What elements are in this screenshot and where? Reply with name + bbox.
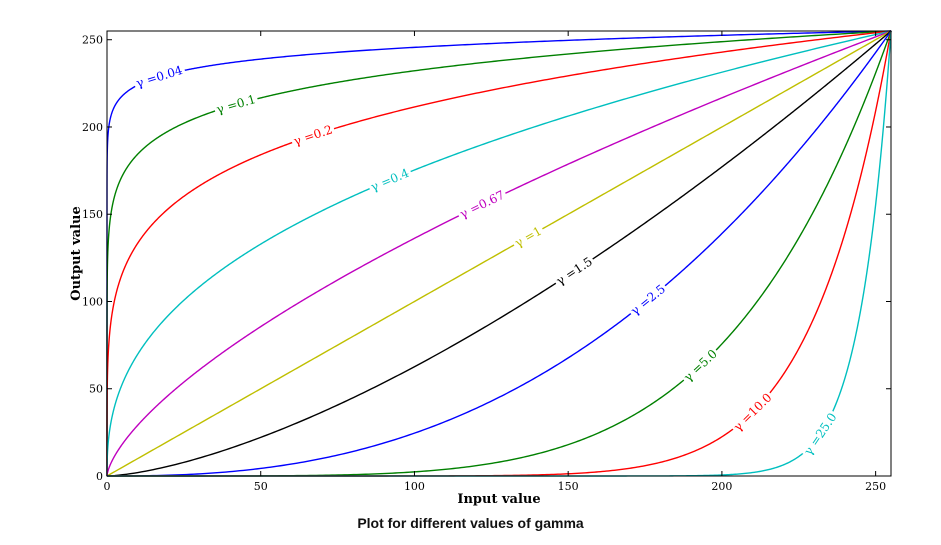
y-tick-label: 250 (82, 34, 103, 47)
curve-label-bg (799, 408, 841, 460)
x-tick-label: 250 (865, 480, 886, 493)
curve-label-gamma-2_5: γ =2.5 (628, 282, 668, 318)
curve-label-gamma-0_04: γ =0.04 (134, 63, 184, 90)
curve-gamma-2_5 (107, 30, 892, 477)
curve-gamma-5 (107, 30, 892, 477)
curve-label-bg (679, 345, 722, 386)
curve-label-bg (729, 389, 776, 436)
ticks-group: 0 50 100 150 200 250 0 50 100 150 200 250 (82, 31, 891, 493)
curve-label-bg (366, 164, 414, 195)
curve-label-bg (455, 186, 509, 223)
curve-label-gamma-1: γ =1 (512, 224, 544, 250)
curve-label-gamma-0_67: γ =0.67 (458, 188, 507, 221)
x-axis-label: Input value (457, 492, 540, 507)
curve-label-gamma-0_4: γ =0.4 (369, 166, 412, 195)
curve-gamma-0_67 (106, 30, 892, 477)
curve-label-bg (289, 121, 337, 149)
x-tick-label: 100 (404, 480, 425, 493)
x-tick-label: 150 (558, 480, 579, 493)
curve-label-bg (510, 222, 546, 252)
gamma-chart: γ =0.04 γ =0.1 γ =0.2 γ =0.4 γ =0.67γ =1 γ =1… (69, 30, 892, 507)
curve-label-gamma-10: γ =10.0 (731, 390, 775, 434)
curve-label-bg (132, 62, 187, 91)
curve-label-gamma-5: γ =5.0 (681, 347, 720, 385)
chart-caption: Plot for different values of gamma (357, 515, 584, 531)
curve-gamma-1 (106, 30, 892, 477)
curves-group (106, 30, 892, 477)
x-tick-label: 200 (711, 480, 732, 493)
curve-gamma-1_5 (106, 30, 892, 477)
curve-label-bg (552, 253, 597, 290)
y-tick-label: 0 (96, 470, 103, 483)
y-axis-label: Output value (69, 206, 84, 301)
curve-label-gamma-25: γ =25.0 (801, 410, 839, 457)
curve-gamma-0_2 (106, 30, 892, 476)
curve-label-gamma-1_5: γ =1.5 (554, 254, 595, 288)
curve-gamma-0_04 (106, 30, 892, 476)
curve-label-gamma-0_2: γ =0.2 (292, 122, 334, 148)
y-tick-label: 100 (82, 295, 103, 308)
y-tick-label: 50 (89, 383, 103, 396)
curve-label-bg (626, 280, 670, 320)
y-tick-label: 200 (82, 121, 103, 134)
plot-frame (106, 30, 892, 477)
y-tick-label: 150 (82, 208, 103, 221)
x-tick-label: 50 (254, 480, 268, 493)
curve-label-gamma-0_1: γ =0.1 (215, 92, 257, 117)
curve-gamma-0_1 (106, 30, 892, 476)
curve-gamma-0_4 (106, 30, 892, 476)
x-tick-label: 0 (104, 480, 111, 493)
curve-label-bg (212, 91, 260, 118)
